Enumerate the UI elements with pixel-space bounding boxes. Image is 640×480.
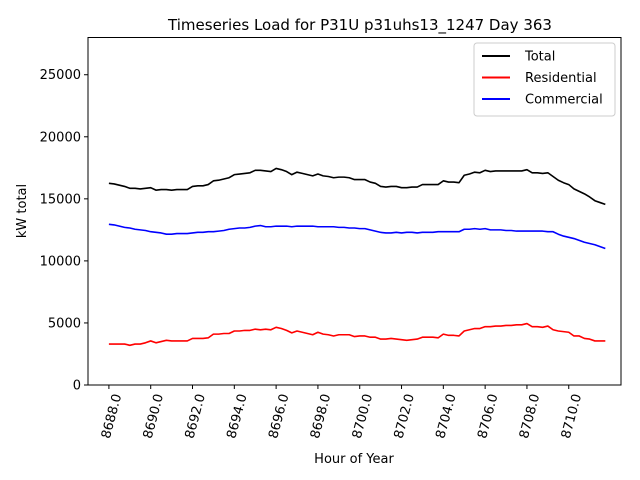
- y-tick-label: 0: [73, 379, 81, 394]
- y-axis: 0 5000 10000 15000 20000 25000: [40, 68, 88, 394]
- series-group: [108, 167, 606, 347]
- legend: Total Residential Commercial: [473, 42, 616, 117]
- legend-box: [473, 42, 616, 117]
- chart-title: Timeseries Load for P31U p31uhs13_1247 D…: [167, 16, 552, 35]
- y-tick-label: 25000: [40, 68, 81, 83]
- series-line-residential: [108, 322, 606, 347]
- y-tick-label: 10000: [40, 254, 81, 269]
- legend-label-residential: Residential: [525, 71, 597, 86]
- y-tick-label: 20000: [40, 130, 81, 145]
- y-tick-label: 5000: [48, 316, 81, 331]
- legend-label-commercial: Commercial: [525, 93, 603, 108]
- y-tick-label: 15000: [40, 192, 81, 207]
- legend-label-total: Total: [524, 50, 555, 65]
- series-line-commercial: [108, 223, 606, 250]
- series-line-total: [108, 167, 606, 206]
- x-axis-label: Hour of Year: [314, 452, 394, 467]
- plot-frame: [87, 37, 622, 386]
- y-axis-label: kW total: [15, 184, 30, 238]
